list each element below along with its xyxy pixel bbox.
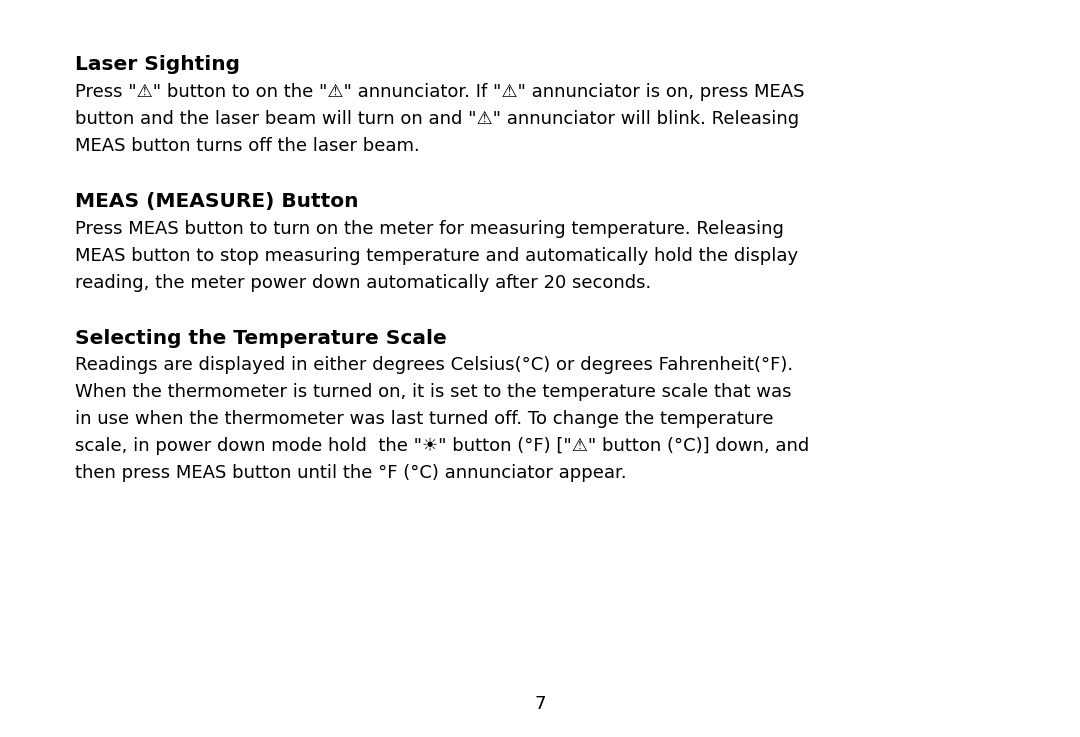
Text: Readings are displayed in either degrees Celsius(°C) or degrees Fahrenheit(°F).: Readings are displayed in either degrees… <box>75 356 793 374</box>
Text: Press "⚠" button to on the "⚠" annunciator. If "⚠" annunciator is on, press MEAS: Press "⚠" button to on the "⚠" annunciat… <box>75 83 805 101</box>
Text: scale, in power down mode hold  the "☀" button (°F) ["⚠" button (°C)] down, and: scale, in power down mode hold the "☀" b… <box>75 437 809 455</box>
Text: MEAS button turns off the laser beam.: MEAS button turns off the laser beam. <box>75 137 420 155</box>
Text: 7: 7 <box>535 695 545 713</box>
Text: MEAS (MEASURE) Button: MEAS (MEASURE) Button <box>75 192 359 211</box>
Text: in use when the thermometer was last turned off. To change the temperature: in use when the thermometer was last tur… <box>75 411 773 428</box>
Text: reading, the meter power down automatically after 20 seconds.: reading, the meter power down automatica… <box>75 273 651 292</box>
Text: When the thermometer is turned on, it is set to the temperature scale that was: When the thermometer is turned on, it is… <box>75 383 792 401</box>
Text: Laser Sighting: Laser Sighting <box>75 55 240 74</box>
Text: Selecting the Temperature Scale: Selecting the Temperature Scale <box>75 329 447 348</box>
Text: MEAS button to stop measuring temperature and automatically hold the display: MEAS button to stop measuring temperatur… <box>75 246 798 265</box>
Text: button and the laser beam will turn on and "⚠" annunciator will blink. Releasing: button and the laser beam will turn on a… <box>75 110 799 128</box>
Text: then press MEAS button until the °F (°C) annunciator appear.: then press MEAS button until the °F (°C)… <box>75 464 626 482</box>
Text: Press MEAS button to turn on the meter for measuring temperature. Releasing: Press MEAS button to turn on the meter f… <box>75 220 784 237</box>
